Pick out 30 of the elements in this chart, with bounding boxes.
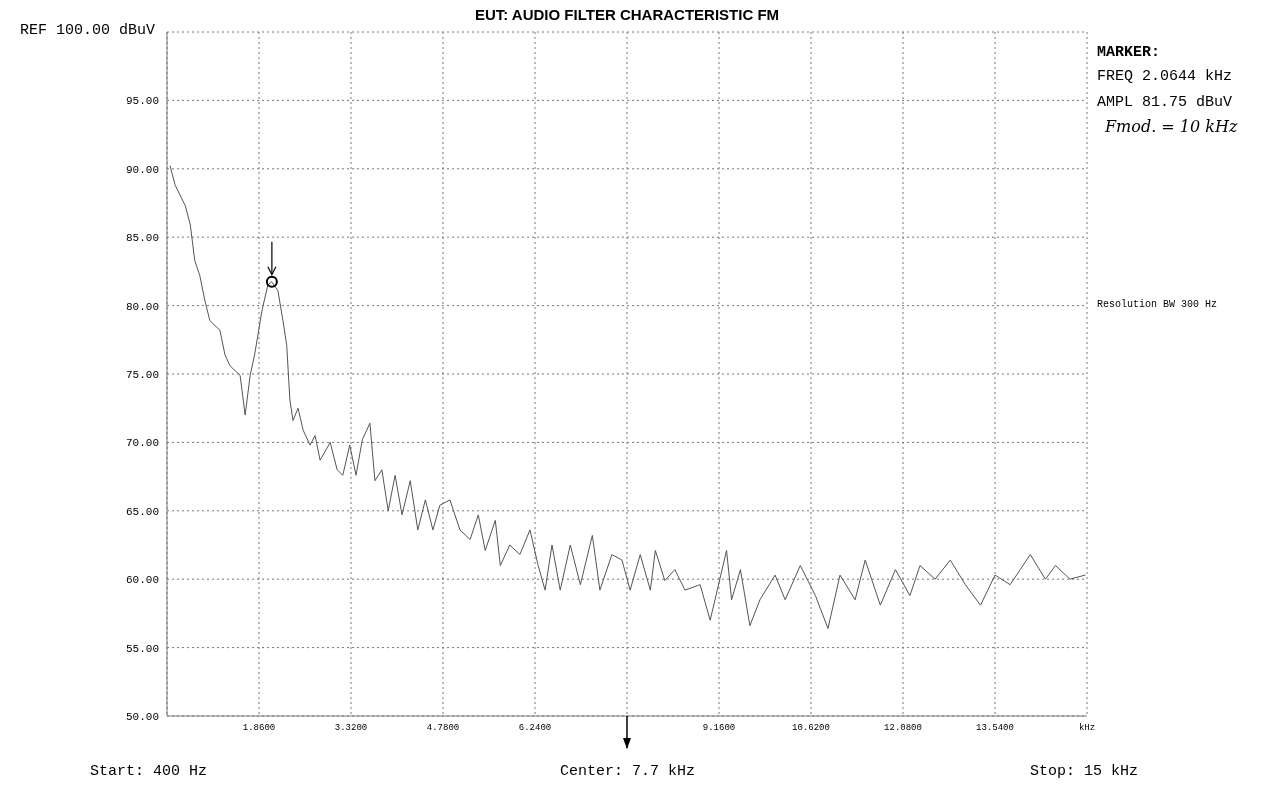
y-tick-label: 70.00 bbox=[125, 437, 159, 450]
y-tick-label: 85.00 bbox=[125, 232, 159, 245]
y-tick-label: 90.00 bbox=[125, 163, 159, 176]
text: AMPL 81.75 dBuV bbox=[1097, 94, 1233, 112]
x-tick-label: 3.3200 bbox=[334, 723, 368, 734]
text: REF 100.00 dBuV bbox=[20, 22, 156, 40]
line-series bbox=[169, 165, 1086, 629]
text: Fmod. = 10 kHz bbox=[1105, 117, 1238, 136]
y-tick-label: 60.00 bbox=[125, 574, 159, 587]
y-tick-label: 95.00 bbox=[125, 95, 159, 108]
text: FREQ 2.0644 kHz bbox=[1097, 68, 1233, 86]
y-tick-label: 80.00 bbox=[125, 300, 159, 313]
y-tick-label: 75.00 bbox=[125, 368, 159, 381]
x-tick-label: 13.5400 bbox=[976, 723, 1014, 734]
x-tick-label: 6.2400 bbox=[518, 723, 552, 734]
x-tick-label: 12.0800 bbox=[884, 723, 922, 734]
x-tick-label: 4.7800 bbox=[426, 723, 460, 734]
x-tick-label: 10.6200 bbox=[792, 723, 830, 734]
x-tick-label: kHz bbox=[1078, 723, 1096, 734]
text: Stop: 15 kHz bbox=[1030, 763, 1139, 781]
x-tick-label: 1.8600 bbox=[242, 723, 276, 734]
x-tick-label: 9.1600 bbox=[702, 723, 736, 734]
text: MARKER: bbox=[1097, 44, 1161, 62]
text: Resolution BW 300 Hz bbox=[1097, 299, 1218, 310]
y-tick-label: 55.00 bbox=[125, 642, 159, 655]
chart-title: EUT: AUDIO FILTER CHARACTERISTIC FM bbox=[473, 6, 781, 23]
text: Center: 7.7 kHz bbox=[560, 763, 696, 781]
y-tick-label: 65.00 bbox=[125, 505, 159, 518]
y-tick-label: 50.00 bbox=[125, 710, 159, 723]
text: Start: 400 Hz bbox=[90, 763, 208, 781]
